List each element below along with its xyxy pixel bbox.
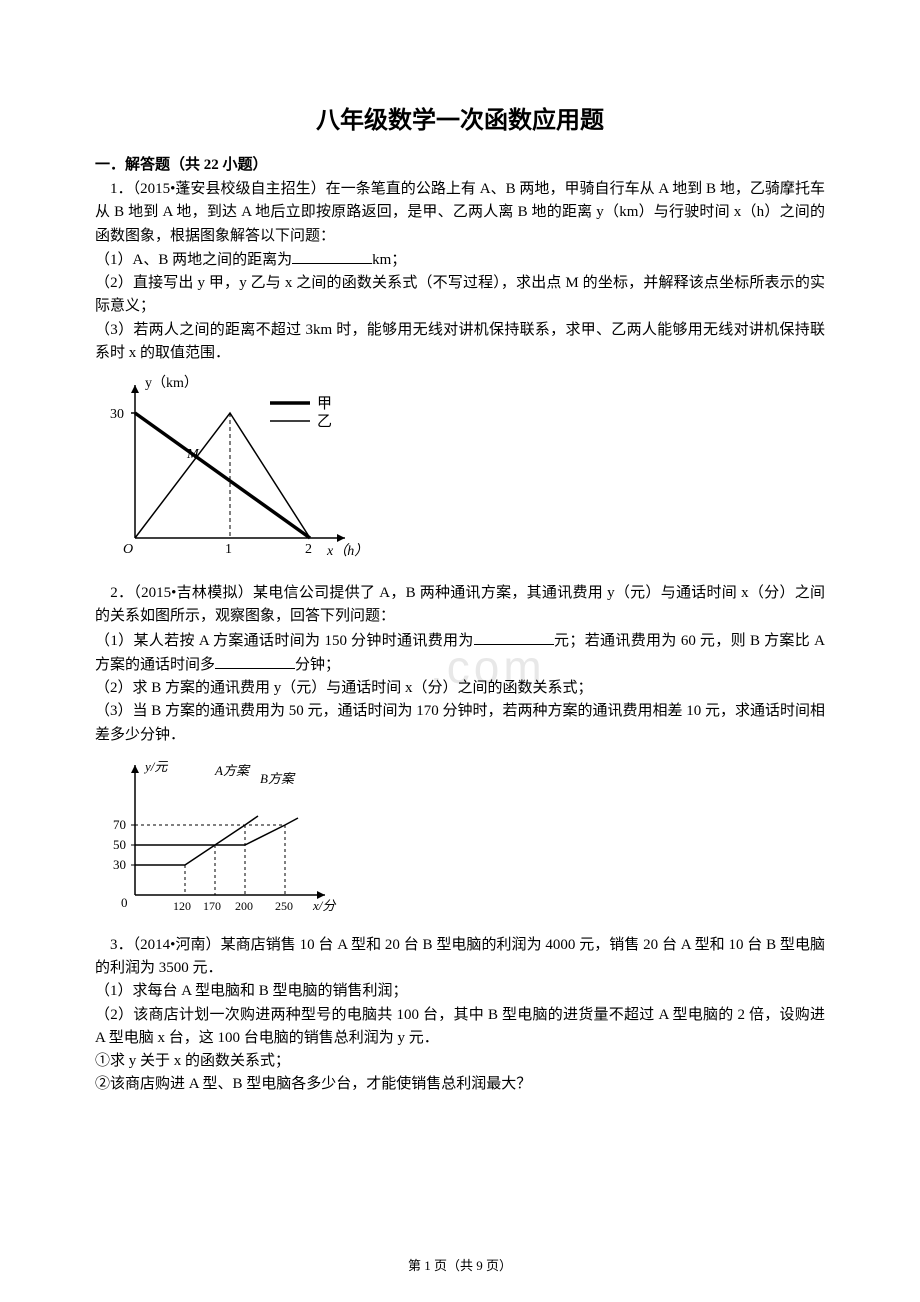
q3-part1: （1）求每台 A 型电脑和 B 型电脑的销售利润； (95, 980, 825, 1003)
fig2-x250: 250 (275, 899, 293, 913)
blank-field[interactable] (215, 653, 295, 669)
fig1-ytick30: 30 (110, 407, 124, 422)
q3-part2b: ②该商店购进 A 型、B 型电脑各多少台，才能使销售总利润最大？ (95, 1073, 825, 1096)
fig1-origin: O (123, 542, 133, 557)
fig1-legend1: 甲 (317, 396, 332, 412)
page-footer: 第 1 页（共 9 页） (0, 1255, 920, 1274)
fig2-x120: 120 (173, 899, 191, 913)
fig2-x200: 200 (235, 899, 253, 913)
fig2-x170: 170 (203, 899, 221, 913)
fig2-xlabel: x/分 (312, 898, 336, 913)
q1-part1: （1）A、B 两地之间的距离为 km； (95, 248, 825, 272)
q3-part2a: ①求 y 关于 x 的函数关系式； (95, 1050, 825, 1073)
fig1-legend2: 乙 (317, 414, 332, 430)
figure-2: y/元 70 50 30 0 120 170 200 250 x/分 (95, 755, 825, 920)
fig2-y30: 30 (113, 857, 126, 872)
q1-part3: （3）若两人之间的距离不超过 3km 时，能够用无线对讲机保持联系，求甲、乙两人… (95, 319, 825, 366)
section-heading: 一．解答题（共 22 小题） (95, 153, 825, 174)
fig2-y70: 70 (113, 817, 126, 832)
fig1-xlabel: x（h） (326, 543, 368, 559)
q1-part1-b: km； (372, 252, 406, 268)
q1-part2: （2）直接写出 y 甲，y 乙与 x 之间的函数关系式（不写过程），求出点 M … (95, 272, 825, 319)
blank-field[interactable] (474, 629, 554, 645)
fig2-labelB: B方案 (260, 771, 296, 786)
fig2-y0: 0 (121, 895, 128, 910)
q2-part2: （2）求 B 方案的通讯费用 y（元）与通话时间 x（分）之间的函数关系式； (95, 677, 825, 700)
fig2-y50: 50 (113, 837, 126, 852)
q3-stem: 3．（2014•河南）某商店销售 10 台 A 型和 20 台 B 型电脑的利润… (95, 934, 825, 981)
q3-part2: （2）该商店计划一次购进两种型号的电脑共 100 台，其中 B 型电脑的进货量不… (95, 1004, 825, 1051)
fig1-xtick1: 1 (225, 542, 232, 557)
blank-field[interactable] (292, 248, 372, 264)
q2-part1-c: 分钟； (295, 657, 340, 673)
fig1-ylabel: y（km） (145, 375, 198, 391)
fig2-labelA: A方案 (214, 763, 251, 778)
q2-part3: （3）当 B 方案的通讯费用为 50 元，通话时间为 170 分钟时，若两种方案… (95, 700, 825, 747)
q2-stem: 2．（2015•吉林模拟）某电信公司提供了 A，B 两种通讯方案，其通讯费用 y… (95, 582, 825, 629)
fig1-pointM: M (186, 447, 200, 462)
q1-part1-a: （1）A、B 两地之间的距离为 (95, 252, 292, 268)
q2-part1: （1）某人若按 A 方案通话时间为 150 分钟时通讯费用为元；若通讯费用为 6… (95, 629, 825, 678)
figure-1: y（km） x（h） 30 O 1 2 M 甲 乙 (95, 373, 825, 568)
q1-stem: 1．（2015•蓬安县校级自主招生）在一条笔直的公路上有 A、B 两地，甲骑自行… (95, 178, 825, 248)
fig1-xtick2: 2 (305, 542, 312, 557)
q2-part1-a: （1）某人若按 A 方案通话时间为 150 分钟时通讯费用为 (95, 633, 474, 649)
page-title: 八年级数学一次函数应用题 (95, 100, 825, 135)
fig2-ylabel: y/元 (143, 759, 168, 774)
